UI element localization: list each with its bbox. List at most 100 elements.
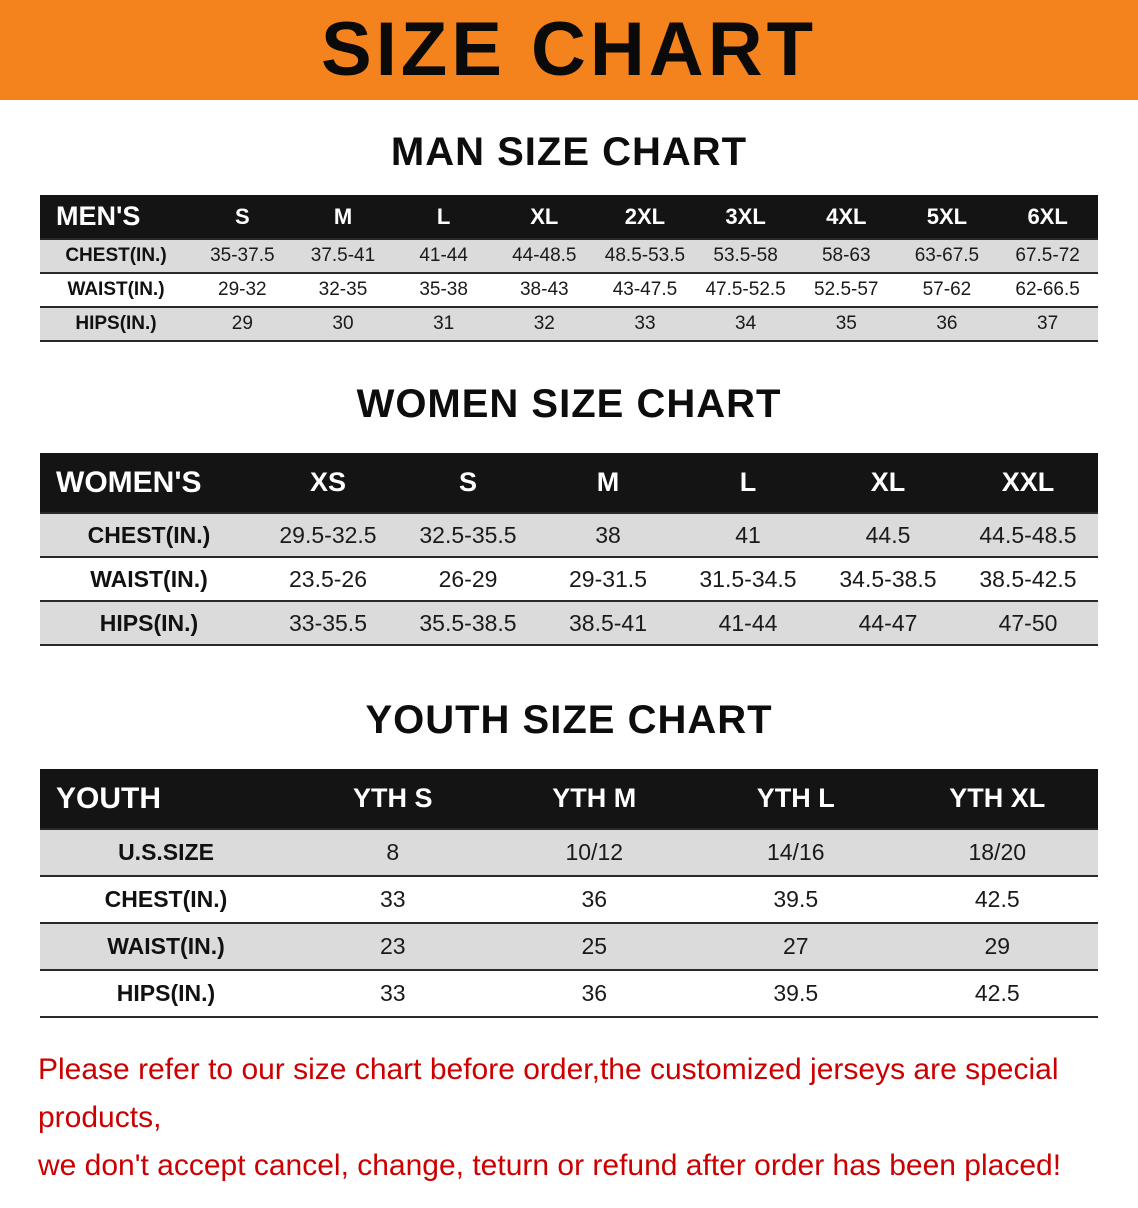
size-value-cell: 48.5-53.5	[594, 238, 696, 273]
size-value-cell: 35-38	[393, 272, 494, 307]
row-label: CHEST(IN.)	[40, 512, 258, 557]
size-value-cell: 39.5	[695, 969, 897, 1018]
size-column-header: 6XL	[997, 195, 1098, 239]
size-value-cell: 47-50	[958, 600, 1098, 646]
size-column-header: S	[192, 195, 293, 239]
size-value-cell: 33	[594, 306, 696, 342]
size-value-cell: 29	[896, 922, 1098, 970]
size-value-cell: 41-44	[678, 600, 818, 646]
youth-section-heading: YOUTH SIZE CHART	[365, 698, 773, 742]
size-value-cell: 35-37.5	[192, 238, 293, 273]
size-value-cell: 35.5-38.5	[398, 600, 538, 646]
youth-size-section: YOUTH SIZE CHART YOUTH YTH S YTH M YTH L YTH…	[0, 646, 1138, 1018]
size-value-cell: 39.5	[695, 875, 897, 923]
size-column-header: YTH XL	[896, 769, 1098, 829]
table-title-cell: MEN'S	[40, 195, 192, 239]
size-value-cell: 58-63	[795, 238, 897, 273]
size-value-cell: 38.5-41	[538, 600, 678, 646]
size-value-cell: 33	[292, 969, 494, 1018]
table-row: WAIST(IN.) 29-32 32-35 35-38 38-43 43-47.5 47.…	[40, 272, 1098, 307]
size-value-cell: 36	[896, 306, 998, 342]
size-value-cell: 37	[997, 306, 1098, 342]
size-value-cell: 23	[292, 922, 494, 970]
size-column-header: YTH L	[695, 769, 897, 829]
table-header-row: YOUTH YTH S YTH M YTH L YTH XL	[40, 769, 1098, 829]
size-column-header: 3XL	[695, 195, 796, 239]
row-label: HIPS(IN.)	[40, 969, 292, 1018]
row-label: CHEST(IN.)	[40, 238, 192, 273]
size-value-cell: 31.5-34.5	[678, 556, 818, 601]
size-value-cell: 37.5-41	[292, 238, 394, 273]
size-value-cell: 53.5-58	[695, 238, 796, 273]
disclaimer-line-1: Please refer to our size chart before or…	[38, 1053, 1059, 1134]
size-column-header: XXL	[958, 453, 1098, 513]
size-column-header: XL	[818, 453, 958, 513]
size-value-cell: 44-47	[818, 600, 958, 646]
table-header-row: MEN'S S M L XL 2XL 3XL 4XL 5XL 6XL	[40, 195, 1098, 239]
size-value-cell: 38	[538, 512, 678, 557]
size-value-cell: 63-67.5	[896, 238, 998, 273]
men-section-heading: MAN SIZE CHART	[390, 130, 748, 174]
size-value-cell: 10/12	[493, 828, 695, 876]
disclaimer-line-2: we don't accept cancel, change, teturn o…	[38, 1149, 1062, 1182]
size-value-cell: 29	[192, 306, 293, 342]
size-value-cell: 41	[678, 512, 818, 557]
size-value-cell: 42.5	[896, 969, 1098, 1018]
size-value-cell: 27	[695, 922, 897, 970]
women-size-section: WOMEN SIZE CHART WOMEN'S XS S M L XL XXL CHEST(…	[0, 342, 1138, 646]
size-column-header: L	[393, 195, 494, 239]
row-label: U.S.SIZE	[40, 828, 292, 876]
size-value-cell: 26-29	[398, 556, 538, 601]
row-label: WAIST(IN.)	[40, 556, 258, 601]
table-title-cell: YOUTH	[40, 769, 292, 829]
size-column-header: XL	[493, 195, 595, 239]
size-value-cell: 29-31.5	[538, 556, 678, 601]
size-value-cell: 57-62	[896, 272, 998, 307]
table-row: U.S.SIZE 8 10/12 14/16 18/20	[40, 828, 1098, 876]
disclaimer: Please refer to our size chart before or…	[0, 1018, 1138, 1208]
size-value-cell: 44.5	[818, 512, 958, 557]
table-row: CHEST(IN.) 29.5-32.5 32.5-35.5 38 41 44.5 44.5…	[40, 512, 1098, 557]
size-column-header: YTH S	[292, 769, 494, 829]
men-size-table: MEN'S S M L XL 2XL 3XL 4XL 5XL 6XL CHEST(IN.) 35-37…	[40, 195, 1098, 342]
size-column-header: S	[398, 453, 538, 513]
table-row: WAIST(IN.) 23.5-26 26-29 29-31.5 31.5-34.5 34…	[40, 556, 1098, 601]
size-column-header: M	[538, 453, 678, 513]
size-value-cell: 34.5-38.5	[818, 556, 958, 601]
size-value-cell: 43-47.5	[594, 272, 696, 307]
table-title-cell: WOMEN'S	[40, 453, 258, 513]
women-section-heading: WOMEN SIZE CHART	[356, 382, 782, 426]
size-column-header: M	[292, 195, 394, 239]
table-row: HIPS(IN.) 29 30 31 32 33 34 35 36 37	[40, 306, 1098, 342]
row-label: WAIST(IN.)	[40, 272, 192, 307]
table-row: CHEST(IN.) 35-37.5 37.5-41 41-44 44-48.5 48.5…	[40, 238, 1098, 273]
size-value-cell: 31	[393, 306, 494, 342]
banner: SIZE CHART	[0, 0, 1138, 100]
page-title: SIZE CHART	[321, 7, 817, 92]
men-size-section: MAN SIZE CHART MEN'S S M L XL 2XL 3XL 4XL 5XL 6XL…	[0, 100, 1138, 342]
table-row: WAIST(IN.) 23 25 27 29	[40, 922, 1098, 970]
table-row: HIPS(IN.) 33-35.5 35.5-38.5 38.5-41 41-44 44-…	[40, 600, 1098, 646]
size-value-cell: 18/20	[896, 828, 1098, 876]
women-size-table: WOMEN'S XS S M L XL XXL CHEST(IN.) 29.5-32.5 32.5…	[40, 453, 1098, 646]
size-value-cell: 67.5-72	[997, 238, 1098, 273]
size-value-cell: 62-66.5	[997, 272, 1098, 307]
size-column-header: YTH M	[493, 769, 695, 829]
size-value-cell: 42.5	[896, 875, 1098, 923]
size-value-cell: 30	[292, 306, 394, 342]
size-value-cell: 23.5-26	[258, 556, 398, 601]
row-label: HIPS(IN.)	[40, 306, 192, 342]
size-value-cell: 29-32	[192, 272, 293, 307]
size-value-cell: 35	[795, 306, 897, 342]
size-column-header: L	[678, 453, 818, 513]
row-label: WAIST(IN.)	[40, 922, 292, 970]
size-value-cell: 32	[493, 306, 595, 342]
size-value-cell: 47.5-52.5	[695, 272, 796, 307]
size-value-cell: 38-43	[493, 272, 595, 307]
size-value-cell: 44.5-48.5	[958, 512, 1098, 557]
size-value-cell: 38.5-42.5	[958, 556, 1098, 601]
size-value-cell: 36	[493, 875, 695, 923]
size-column-header: 2XL	[594, 195, 696, 239]
size-value-cell: 8	[292, 828, 494, 876]
youth-size-table: YOUTH YTH S YTH M YTH L YTH XL U.S.SIZE 8 10/12…	[40, 769, 1098, 1018]
